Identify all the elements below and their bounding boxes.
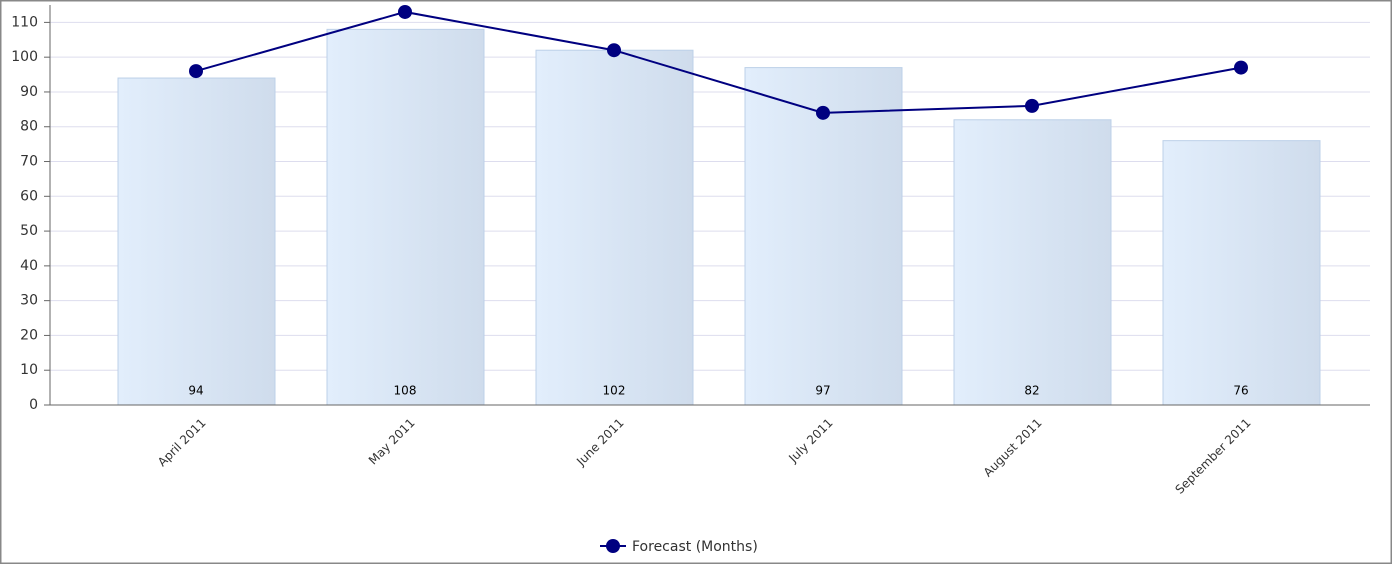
y-tick-label: 110 xyxy=(11,14,38,30)
value-label: 108 xyxy=(394,384,417,398)
marker xyxy=(189,64,203,79)
value-label: 82 xyxy=(1024,384,1039,398)
y-tick-label: 50 xyxy=(20,223,38,239)
bar xyxy=(1162,140,1321,406)
y-tick-label: 20 xyxy=(20,327,38,343)
bar xyxy=(117,77,276,406)
y-tick-label: 10 xyxy=(20,362,38,378)
legend-marker xyxy=(606,539,620,553)
y-tick-label: 100 xyxy=(11,49,38,65)
marker xyxy=(1025,98,1039,113)
y-tick-label: 40 xyxy=(20,258,38,274)
marker xyxy=(1234,60,1248,75)
marker xyxy=(398,4,412,19)
line xyxy=(195,10,1242,114)
y-tick-label: 80 xyxy=(20,119,38,135)
marker xyxy=(607,43,621,58)
bar xyxy=(535,49,694,406)
bar xyxy=(744,67,903,406)
marker xyxy=(816,105,830,120)
y-tick-label: 60 xyxy=(20,188,38,204)
value-label: 97 xyxy=(815,384,830,398)
y-tick-label: 70 xyxy=(20,154,38,170)
y-tick-label: 0 xyxy=(29,397,38,413)
y-tick-label: 30 xyxy=(20,293,38,309)
legend-label: Forecast (Months) xyxy=(632,539,758,555)
bar xyxy=(326,28,485,406)
value-label: 102 xyxy=(603,384,626,398)
value-label: 76 xyxy=(1233,384,1248,398)
y-tick-label: 90 xyxy=(20,84,38,100)
value-label: 94 xyxy=(188,384,203,398)
bar xyxy=(953,119,1112,406)
